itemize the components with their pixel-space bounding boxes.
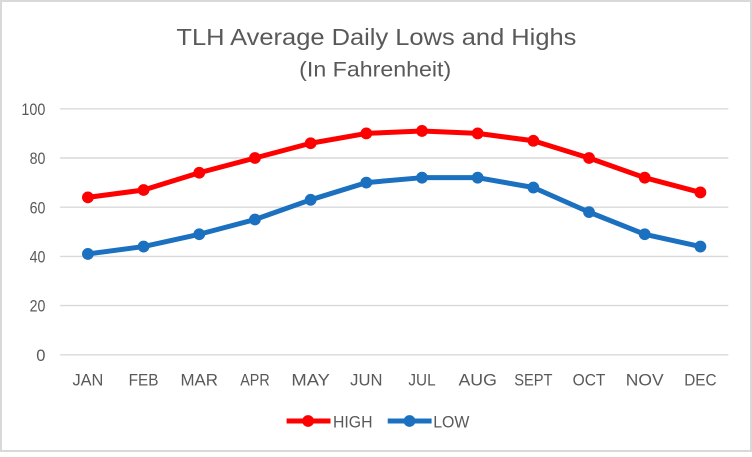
svg-text:AUG: AUG [458, 371, 496, 389]
svg-text:JUN: JUN [350, 371, 382, 389]
svg-text:JUL: JUL [408, 371, 435, 389]
svg-text:HIGH: HIGH [333, 413, 373, 431]
svg-text:20: 20 [30, 298, 46, 316]
svg-text:TLH Average Daily Lows and Hig: TLH Average Daily Lows and Highs [176, 24, 576, 50]
svg-text:MAR: MAR [181, 371, 219, 389]
svg-text:DEC: DEC [684, 371, 716, 389]
svg-text:MAY: MAY [291, 371, 330, 389]
svg-text:80: 80 [30, 150, 46, 168]
svg-text:40: 40 [30, 249, 46, 267]
svg-text:LOW: LOW [433, 413, 470, 431]
svg-text:FEB: FEB [129, 371, 159, 389]
svg-text:APR: APR [240, 371, 269, 389]
svg-text:NOV: NOV [626, 371, 664, 389]
svg-text:0: 0 [36, 347, 45, 365]
svg-text:60: 60 [30, 199, 46, 217]
svg-text:SEPT: SEPT [514, 371, 552, 389]
svg-text:(In Fahrenheit): (In Fahrenheit) [299, 57, 451, 81]
svg-text:OCT: OCT [573, 371, 606, 389]
svg-text:100: 100 [21, 101, 45, 119]
svg-text:JAN: JAN [72, 371, 103, 389]
